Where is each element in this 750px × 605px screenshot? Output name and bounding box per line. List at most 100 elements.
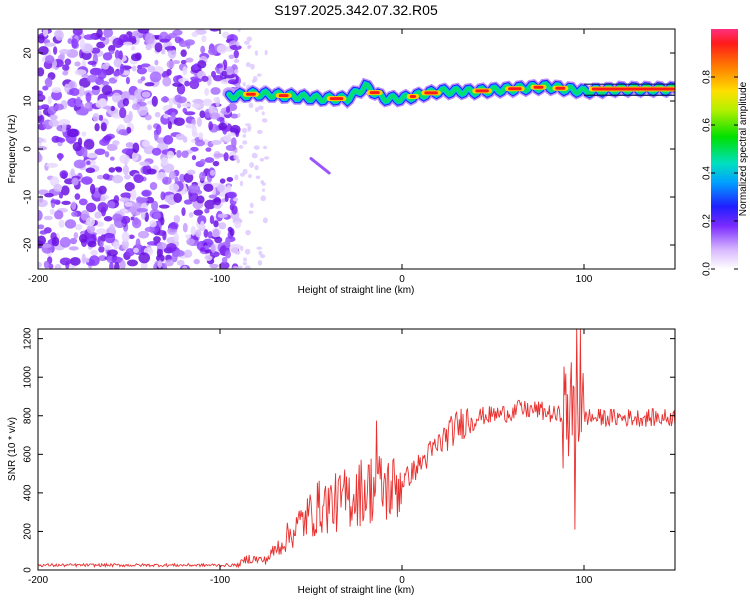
noise-speckle <box>211 70 217 78</box>
noise-speckle <box>38 45 49 56</box>
noise-speckle <box>99 98 108 108</box>
snr-xtick-label: 0 <box>399 575 405 586</box>
noise-speckle <box>99 240 104 247</box>
noise-speckle <box>132 142 140 154</box>
noise-speckle <box>137 230 150 239</box>
noise-speckle <box>98 255 108 262</box>
noise-speckle <box>259 254 266 259</box>
noise-speckle <box>126 259 139 267</box>
noise-speckle <box>236 158 241 164</box>
noise-speckle <box>188 192 199 202</box>
noise-speckle <box>74 193 81 200</box>
noise-speckle <box>81 131 87 137</box>
snr-ytick-label: 1200 <box>23 327 34 350</box>
noise-speckle <box>168 97 173 108</box>
noise-speckle <box>125 248 135 257</box>
noise-speckle <box>256 73 262 77</box>
noise-speckle <box>245 123 251 127</box>
noise-speckle <box>180 59 187 65</box>
noise-speckle <box>244 248 251 255</box>
noise-speckle <box>245 62 251 68</box>
noise-speckle <box>233 58 240 64</box>
noise-speckle <box>212 228 220 238</box>
noise-speckle <box>85 92 92 103</box>
noise-speckle <box>219 178 226 184</box>
noise-speckle <box>248 102 254 109</box>
noise-speckle <box>177 103 182 109</box>
noise-speckle <box>138 252 151 264</box>
noise-speckle <box>113 70 120 77</box>
noise-speckle <box>94 123 100 132</box>
noise-speckle <box>119 154 130 164</box>
noise-speckle <box>160 216 165 226</box>
noise-speckle <box>67 81 75 89</box>
noise-speckle <box>213 153 225 158</box>
noise-speckle <box>227 132 236 137</box>
noise-speckle <box>38 210 43 221</box>
noise-speckle <box>190 225 196 236</box>
noise-speckle <box>85 167 96 174</box>
noise-speckle <box>213 197 222 206</box>
noise-speckle <box>159 38 170 43</box>
noise-speckle <box>141 91 151 98</box>
noise-speckle <box>39 195 44 203</box>
noise-speckle <box>173 214 181 224</box>
noise-speckle <box>136 208 148 213</box>
noise-speckle <box>208 194 217 199</box>
noise-speckle <box>224 250 232 259</box>
noise-speckle <box>173 192 183 203</box>
noise-speckle <box>81 176 93 185</box>
noise-speckle <box>243 40 250 45</box>
noise-speckle <box>79 86 85 97</box>
noise-speckle <box>261 111 265 116</box>
noise-speckle <box>181 102 192 108</box>
noise-speckle <box>233 69 239 75</box>
noise-speckle <box>73 232 79 239</box>
noise-speckle <box>160 157 169 167</box>
noise-speckle <box>42 29 49 37</box>
noise-speckle <box>161 71 170 79</box>
noise-speckle <box>153 236 161 243</box>
noise-speckle <box>204 199 216 210</box>
noise-speckle <box>196 195 205 204</box>
noise-speckle <box>48 263 54 269</box>
noise-speckle <box>185 234 192 239</box>
noise-speckle <box>153 212 161 220</box>
noise-speckle <box>221 70 227 77</box>
snr-series-line <box>38 329 675 569</box>
noise-speckle <box>103 29 114 38</box>
colorbar-tick-label: 0.6 <box>702 118 713 132</box>
noise-speckle <box>114 49 120 60</box>
noise-speckle <box>86 224 95 234</box>
noise-speckle <box>59 48 71 55</box>
noise-speckle <box>208 105 216 115</box>
noise-speckle <box>182 107 188 113</box>
noise-speckle <box>256 246 263 250</box>
noise-speckle <box>140 63 151 68</box>
noise-speckle <box>216 44 228 54</box>
noise-speckle <box>109 261 114 269</box>
noise-speckle <box>261 182 266 186</box>
noise-speckle <box>121 148 134 155</box>
noise-speckle <box>141 190 151 197</box>
noise-speckle <box>78 198 88 206</box>
noise-speckle <box>204 88 210 96</box>
noise-speckle <box>198 132 204 140</box>
noise-speckle <box>114 262 120 269</box>
noise-speckle <box>97 69 107 80</box>
noise-speckle <box>186 238 195 246</box>
noise-speckle <box>242 140 248 145</box>
spectrogram-ytick-label: 0 <box>23 146 34 152</box>
noise-speckle <box>38 67 45 77</box>
noise-speckle <box>58 219 65 228</box>
noise-speckle <box>221 256 228 264</box>
noise-speckle <box>71 201 77 210</box>
noise-speckle <box>53 183 63 192</box>
noise-speckle <box>182 265 188 269</box>
noise-speckle <box>59 170 69 179</box>
noise-speckle <box>78 234 88 243</box>
colorbar-tick-label: 0.8 <box>702 70 713 84</box>
noise-speckle <box>237 29 241 32</box>
noise-speckle <box>167 48 177 59</box>
noise-speckle <box>69 256 81 266</box>
